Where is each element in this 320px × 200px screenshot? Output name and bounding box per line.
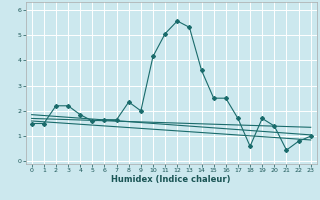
- X-axis label: Humidex (Indice chaleur): Humidex (Indice chaleur): [111, 175, 231, 184]
